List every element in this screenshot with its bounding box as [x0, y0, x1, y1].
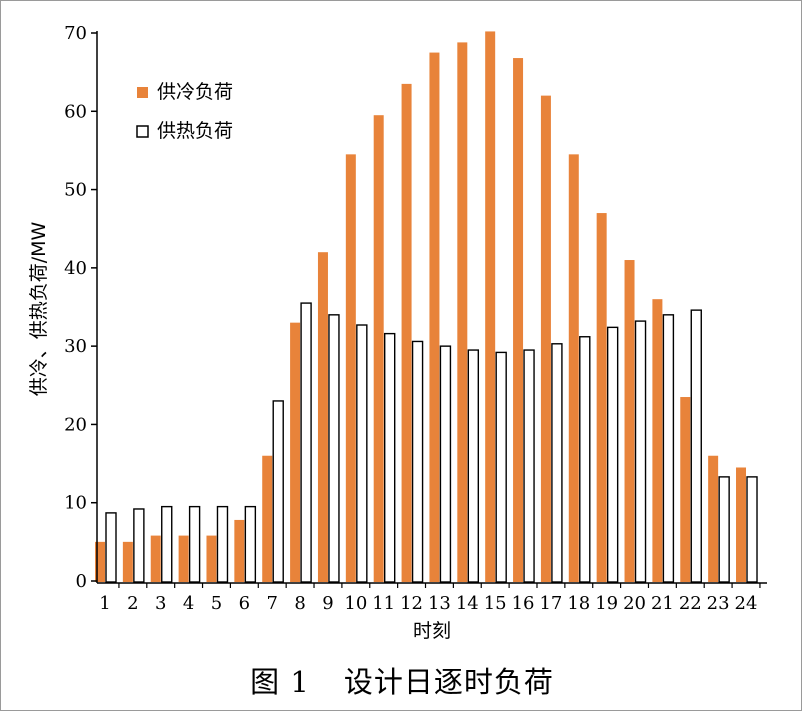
figure-title: 设计日逐时负荷	[343, 665, 554, 699]
x-tick-label: 19	[595, 593, 618, 614]
bar-heating	[356, 324, 368, 583]
bar-heating	[718, 476, 730, 583]
bar-cooling	[457, 42, 468, 582]
bar-cooling	[401, 83, 412, 582]
bar-heating	[495, 351, 507, 583]
bar-cooling	[513, 58, 524, 582]
bar-heating	[244, 505, 257, 583]
legend-swatch-heating	[136, 125, 149, 138]
bar-heating	[467, 349, 480, 583]
x-tick-label: 8	[294, 593, 305, 614]
y-tick-label: 60	[64, 101, 87, 122]
x-tick-label: 12	[400, 593, 423, 614]
x-ticks-group: 1 2 3 4 5 6 7 8 9 10 11 12 13 14 15 16 17 18 19 20 21 22 23 24	[99, 583, 761, 614]
bar-heating	[216, 505, 229, 583]
legend: 供冷负荷 供热负荷	[136, 81, 233, 142]
y-tick-label: 50	[64, 180, 87, 201]
x-tick-label: 23	[707, 593, 730, 614]
x-tick-label: 1	[99, 593, 110, 614]
bar-heating	[439, 345, 452, 583]
x-tick-label: 15	[484, 593, 507, 614]
bar-heating	[133, 508, 145, 583]
bar-cooling	[206, 535, 217, 582]
bar-cooling	[373, 115, 384, 582]
x-tick-label: 17	[539, 593, 562, 614]
bar-heating	[634, 320, 647, 583]
bar-heating	[328, 314, 340, 583]
legend-label-cooling: 供冷负荷	[157, 81, 233, 103]
bar-cooling	[122, 541, 133, 582]
bar-heating	[551, 343, 563, 583]
bar-cooling	[596, 213, 607, 583]
bar-heating	[523, 349, 535, 583]
bar-cooling	[680, 397, 691, 582]
bar-cooling	[429, 52, 440, 583]
x-tick-label: 10	[344, 593, 367, 614]
bar-cooling	[485, 31, 496, 583]
x-tick-label: 4	[183, 593, 194, 614]
bar-cooling	[262, 455, 273, 582]
x-tick-label: 18	[567, 593, 590, 614]
bar-cooling	[178, 535, 189, 582]
y-tick-label: 70	[64, 23, 87, 44]
x-tick-label: 2	[127, 593, 138, 614]
bar-heating	[662, 314, 675, 583]
y-tick-label: 30	[64, 336, 87, 357]
legend-label-heating: 供热负荷	[157, 120, 233, 142]
bar-cooling	[736, 467, 747, 582]
legend-swatch-cooling	[137, 87, 148, 98]
y-tick-label: 40	[64, 258, 87, 279]
x-axis-label: 时刻	[413, 620, 451, 642]
bar-heating	[606, 326, 619, 583]
x-tick-label: 6	[239, 593, 250, 614]
bar-cooling	[345, 154, 356, 583]
x-tick-label: 24	[735, 593, 758, 614]
x-tick-label: 22	[679, 593, 702, 614]
y-ticks-group: 0 10 20 30 40 50 60 70	[64, 23, 97, 592]
bar-heating	[300, 302, 312, 583]
bar-cooling	[150, 535, 161, 582]
x-tick-label: 5	[211, 593, 222, 614]
bar-cooling	[317, 252, 328, 582]
axes-group	[96, 31, 767, 584]
y-tick-label: 0	[76, 571, 87, 592]
bar-heating	[411, 340, 424, 583]
x-tick-label: 20	[623, 593, 646, 614]
x-tick-label: 13	[428, 593, 451, 614]
bars-group	[95, 31, 758, 583]
bar-cooling	[652, 299, 663, 582]
x-tick-label: 14	[456, 593, 479, 614]
x-tick-label: 9	[322, 593, 333, 614]
bar-cooling	[708, 455, 719, 582]
x-tick-label: 3	[155, 593, 166, 614]
y-axis-label: 供冷、供热负荷/MW	[28, 222, 50, 397]
bar-heating	[105, 512, 117, 583]
x-tick-label: 21	[651, 593, 674, 614]
bar-cooling	[95, 541, 105, 582]
bar-cooling	[234, 519, 245, 582]
bar-heating	[188, 505, 201, 583]
bar-heating	[579, 336, 591, 583]
y-tick-label: 20	[64, 414, 87, 435]
bar-heating	[746, 476, 758, 583]
figure-caption: 图 1 设计日逐时负荷	[1, 659, 802, 701]
x-tick-label: 16	[512, 593, 535, 614]
x-tick-label: 11	[372, 593, 395, 614]
bar-heating	[690, 309, 702, 583]
figure-number: 图 1	[250, 665, 310, 699]
bar-heating	[161, 505, 173, 583]
bar-heating	[384, 332, 396, 583]
bar-cooling	[540, 95, 551, 582]
bar-cooling	[568, 154, 579, 583]
bar-cooling	[624, 260, 635, 582]
x-tick-label: 7	[266, 593, 277, 614]
bar-cooling	[290, 322, 301, 582]
bar-heating	[272, 400, 284, 583]
y-tick-label: 10	[64, 493, 87, 514]
